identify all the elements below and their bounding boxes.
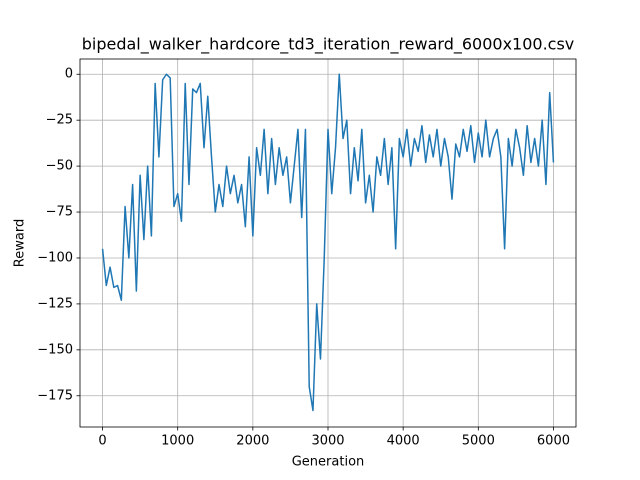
x-tick-label: 2000 — [236, 434, 269, 449]
x-axis-label: Generation — [292, 455, 365, 470]
y-tick-label: −50 — [46, 159, 73, 174]
y-tick-label: −100 — [37, 250, 73, 265]
y-tick-label: −150 — [37, 342, 73, 357]
data-line — [101, 73, 555, 412]
y-tick-label: 0 — [65, 67, 73, 82]
chart-title: bipedal_walker_hardcore_td3_iteration_re… — [82, 35, 575, 55]
y-tick-label: −75 — [46, 205, 73, 220]
y-tick-label: −125 — [37, 296, 73, 311]
x-tick-label: 0 — [98, 434, 106, 449]
x-tick-label: 5000 — [462, 434, 495, 449]
y-tick-label: −175 — [37, 388, 73, 403]
x-tick-label: 4000 — [387, 434, 420, 449]
y-axis-label: Reward — [13, 219, 28, 267]
plot-frame — [79, 58, 577, 428]
x-tick-label: 1000 — [161, 434, 194, 449]
x-tick-label: 6000 — [537, 434, 570, 449]
y-tick-label: −25 — [46, 113, 73, 128]
x-tick-label: 3000 — [311, 434, 344, 449]
